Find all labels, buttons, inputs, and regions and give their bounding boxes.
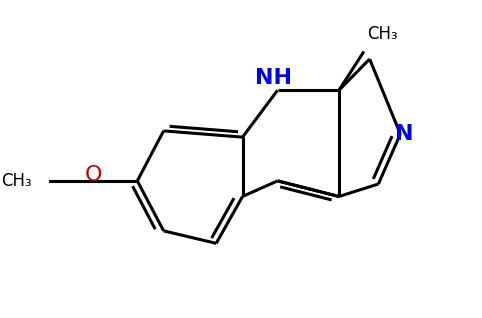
Text: O: O xyxy=(85,165,102,185)
Text: NH: NH xyxy=(254,68,292,88)
Text: CH₃: CH₃ xyxy=(367,25,398,43)
Text: N: N xyxy=(395,124,414,144)
Text: CH₃: CH₃ xyxy=(1,172,32,190)
